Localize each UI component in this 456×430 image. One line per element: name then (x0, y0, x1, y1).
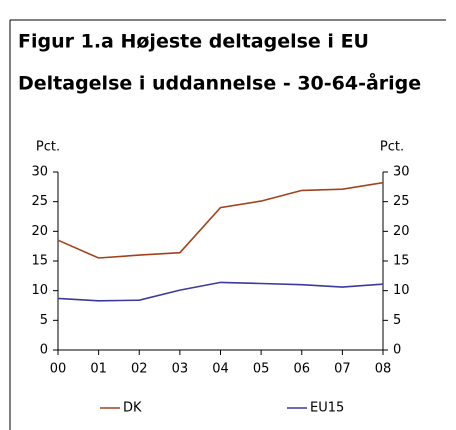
x-tick-label: 03 (172, 362, 189, 377)
y-tick-label: 10 (31, 283, 48, 298)
x-tick-label: 02 (131, 362, 148, 377)
y2-tick-label: 15 (393, 254, 410, 269)
y-axis-label: Pct. (36, 140, 60, 155)
x-tick-label: 01 (90, 362, 107, 377)
line-series (57, 281, 384, 302)
y-tick-label: 0 (40, 343, 48, 358)
y2-tick-label: 30 (393, 165, 410, 180)
x-tick-label: 05 (253, 362, 270, 377)
y2-tick-label: 0 (393, 343, 401, 358)
y-tick-label: 30 (31, 165, 48, 180)
line-series (57, 181, 384, 259)
legend-label: DK (123, 401, 142, 416)
chart-subtitle: Deltagelse i uddannelse - 30-64-årige (18, 71, 421, 95)
x-tick-label: 00 (50, 362, 67, 377)
y2-tick-label: 25 (393, 194, 410, 209)
x-tick-label: 07 (334, 362, 351, 377)
x-tick-label: 04 (212, 362, 229, 377)
y2-tick-label: 5 (393, 313, 401, 328)
y-tick-label: 25 (31, 194, 48, 209)
legend-label: EU15 (310, 401, 344, 416)
chart-title: Figur 1.a Højeste deltagelse i EU (18, 31, 369, 53)
y2-tick-label: 10 (393, 283, 410, 298)
y2-tick-label: 20 (393, 224, 410, 239)
x-tick-label: 06 (293, 362, 310, 377)
y2-axis-label: Pct. (380, 140, 404, 155)
y-tick-label: 20 (31, 224, 48, 239)
y-tick-label: 15 (31, 254, 48, 269)
x-tick-label: 08 (375, 362, 392, 377)
y-tick-label: 5 (40, 313, 48, 328)
